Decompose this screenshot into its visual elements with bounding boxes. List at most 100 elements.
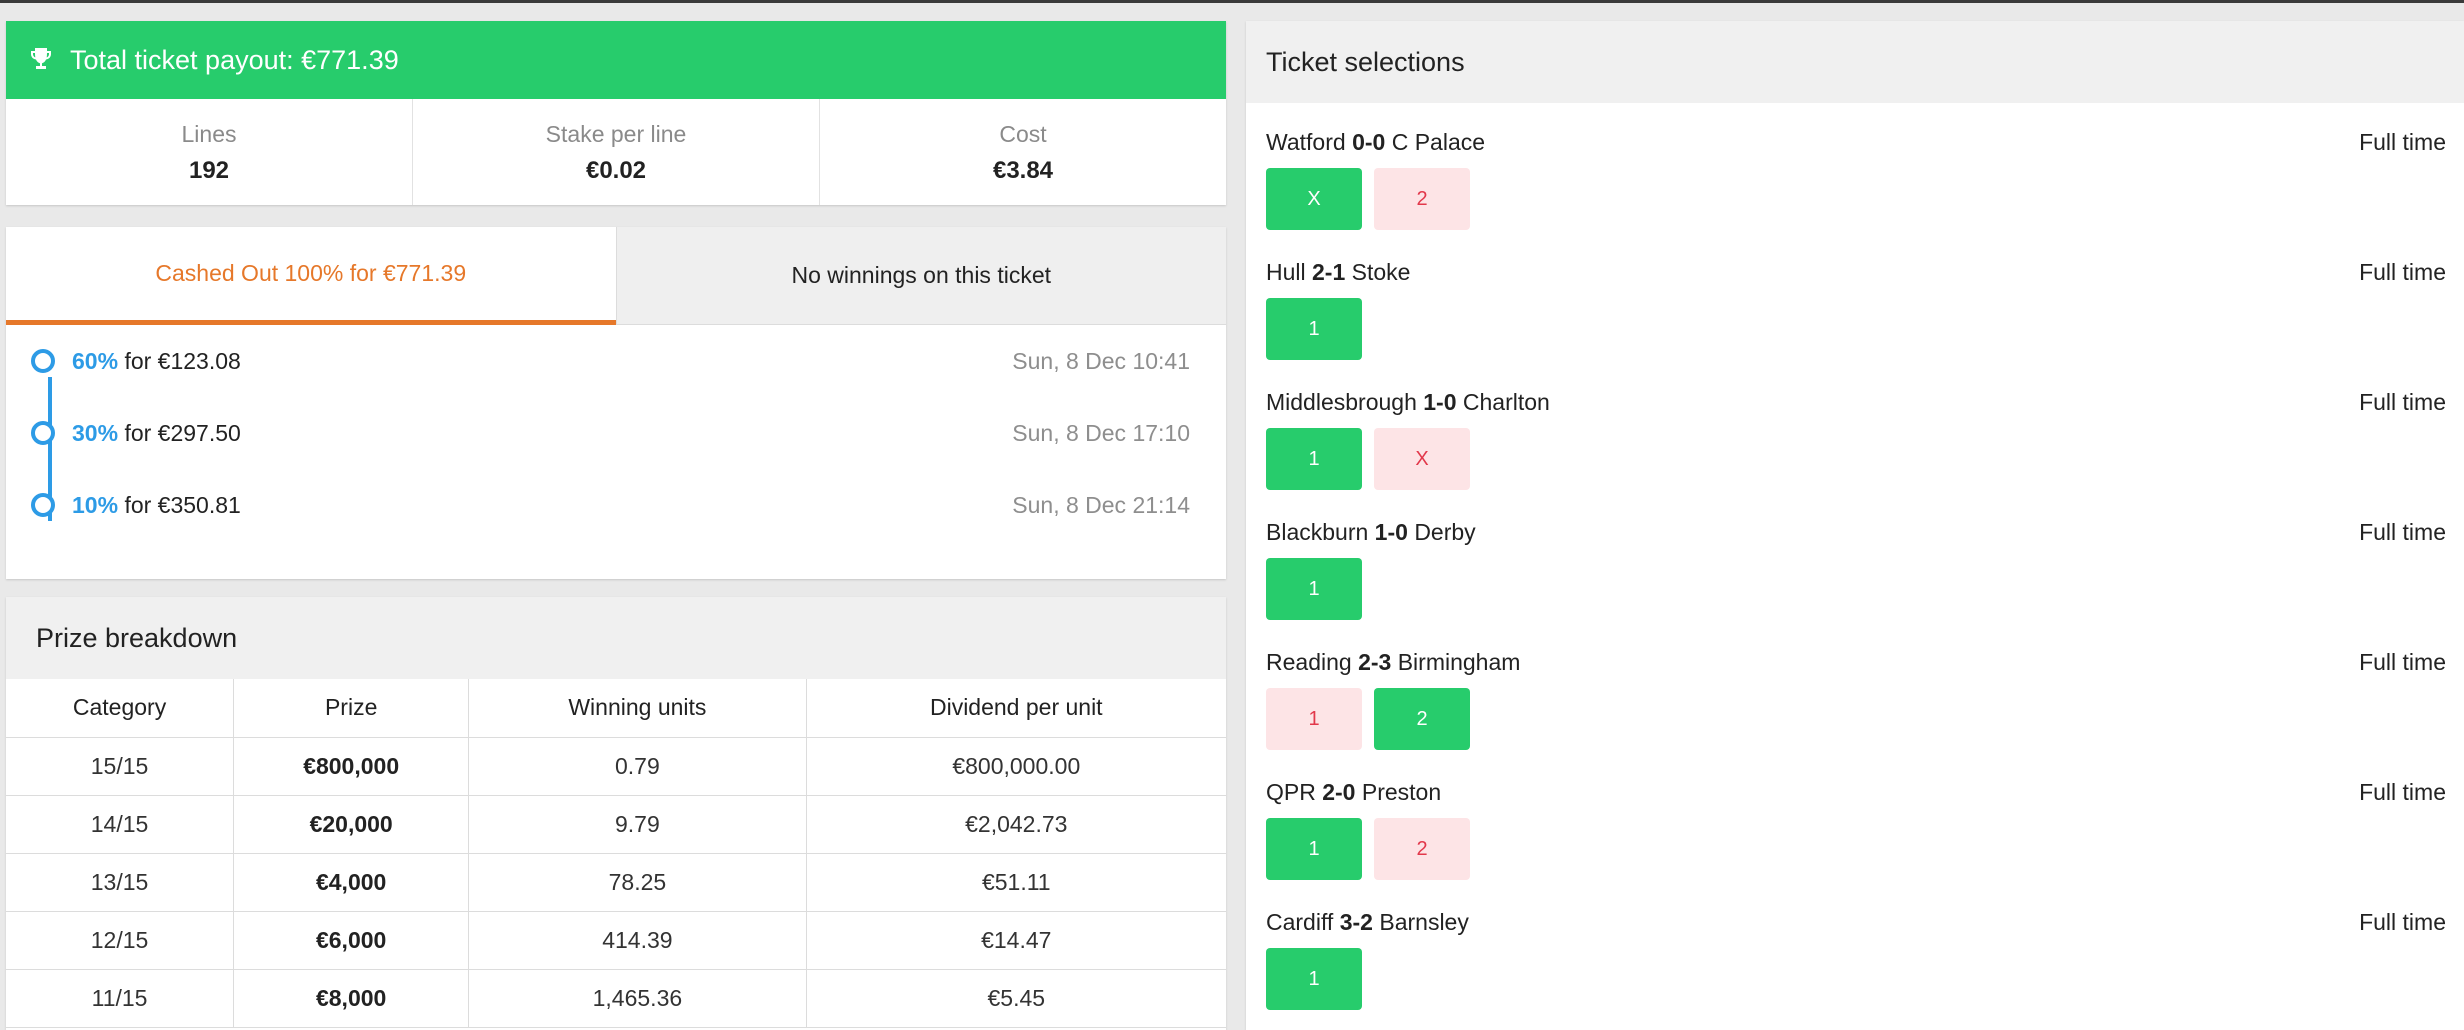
home-team: Watford	[1266, 129, 1346, 155]
match-info: Blackburn 1-0 Derby Full time	[1266, 519, 2446, 546]
table-row: 13/15 €4,000 78.25 €51.11	[6, 853, 1226, 912]
match-row: Middlesbrough 1-0 Charlton Full time 1 X	[1246, 363, 2464, 493]
pick-win[interactable]: 1	[1266, 558, 1362, 620]
tab-no-winnings[interactable]: No winnings on this ticket	[615, 227, 1226, 325]
home-team: Blackburn	[1266, 519, 1369, 545]
match-teams: QPR 2-0 Preston	[1266, 779, 1441, 806]
match-picks: 1	[1266, 558, 2446, 620]
stat-label: Cost	[999, 121, 1047, 147]
match-row: Watford 0-0 C Palace Full time X 2	[1246, 103, 2464, 233]
stat-stake-per-line: Stake per line €0.02	[413, 99, 820, 205]
match-period: Full time	[2359, 779, 2446, 805]
cell-dividend: €5.45	[806, 969, 1226, 1028]
timeline-text: 60% for €123.08	[72, 348, 241, 375]
timeline-amount: €350.81	[157, 491, 241, 518]
home-team: QPR	[1266, 779, 1316, 805]
match-row: QPR 2-0 Preston Full time 1 2	[1246, 753, 2464, 883]
away-team: Stoke	[1351, 259, 1411, 285]
stat-lines: Lines 192	[6, 99, 413, 205]
cashout-timeline: 60% for €123.08 Sun, 8 Dec 10:41 30% for…	[6, 325, 1226, 541]
pick-win[interactable]: 2	[1374, 688, 1470, 750]
match-info: Hull 2-1 Stoke Full time	[1266, 259, 2446, 286]
cell-prize: €4,000	[233, 853, 470, 912]
pick-lose[interactable]: 2	[1374, 168, 1470, 230]
payout-header: Total ticket payout: €771.39	[6, 21, 1226, 99]
timeline-dot-icon	[31, 421, 55, 445]
ticket-selections-card: Ticket selections Watford 0-0 C Palace F…	[1246, 21, 2464, 1030]
match-score: 1-0	[1423, 389, 1457, 415]
match-picks: 1 2	[1266, 688, 2446, 750]
home-team: Cardiff	[1266, 909, 1334, 935]
match-score: 3-2	[1339, 909, 1373, 935]
match-picks: X 2	[1266, 168, 2446, 230]
match-row: Cardiff 3-2 Barnsley Full time 1	[1246, 883, 2464, 1013]
cell-category: 13/15	[6, 853, 235, 912]
stat-value: €0.02	[585, 157, 647, 184]
match-score: 1-0	[1374, 519, 1408, 545]
match-picks: 1 2	[1266, 818, 2446, 880]
match-info: Cardiff 3-2 Barnsley Full time	[1266, 909, 2446, 936]
match-period: Full time	[2359, 129, 2446, 155]
away-team: Barnsley	[1379, 909, 1469, 935]
match-picks: 1	[1266, 298, 2446, 360]
prize-breakdown-title: Prize breakdown	[6, 597, 1226, 679]
stat-cost: Cost €3.84	[820, 99, 1226, 205]
timeline-row: 60% for €123.08 Sun, 8 Dec 10:41	[31, 325, 1190, 397]
timeline-joiner: for	[124, 419, 152, 446]
cell-winning-units: 1,465.36	[468, 969, 807, 1028]
cell-dividend: €14.47	[806, 911, 1226, 970]
match-row: Hull 2-1 Stoke Full time 1	[1246, 233, 2464, 363]
match-period: Full time	[2359, 909, 2446, 935]
cell-dividend: €2,042.73	[806, 795, 1226, 854]
column-header-dividend: Dividend per unit	[806, 679, 1226, 738]
away-team: Charlton	[1462, 389, 1550, 415]
stat-label: Stake per line	[545, 121, 687, 147]
match-score: 2-1	[1312, 259, 1346, 285]
pick-win[interactable]: 1	[1266, 818, 1362, 880]
payout-stats: Lines 192 Stake per line €0.02 Cost €3.8…	[6, 99, 1226, 205]
pick-lose[interactable]: X	[1374, 428, 1470, 490]
prize-table: Category Prize Winning units Dividend pe…	[6, 679, 1226, 1028]
top-strip	[0, 0, 2464, 3]
timeline-percent: 60%	[72, 347, 119, 374]
away-team: Preston	[1361, 779, 1442, 805]
timeline-dot-icon	[31, 349, 55, 373]
pick-win[interactable]: 1	[1266, 428, 1362, 490]
pick-lose[interactable]: 1	[1266, 688, 1362, 750]
cell-winning-units: 414.39	[468, 911, 807, 970]
cell-dividend: €51.11	[806, 853, 1226, 912]
table-row: 11/15 €8,000 1,465.36 €5.45	[6, 969, 1226, 1028]
ticket-selections-title: Ticket selections	[1246, 21, 2464, 103]
match-teams: Middlesbrough 1-0 Charlton	[1266, 389, 1550, 416]
cell-prize: €800,000	[233, 737, 470, 796]
cell-category: 14/15	[6, 795, 235, 854]
column-header-prize: Prize	[233, 679, 470, 738]
tab-cashed-out[interactable]: Cashed Out 100% for €771.39	[6, 227, 616, 325]
timeline-line	[48, 377, 52, 521]
match-teams: Hull 2-1 Stoke	[1266, 259, 1410, 286]
match-period: Full time	[2359, 649, 2446, 675]
pick-lose[interactable]: 2	[1374, 818, 1470, 880]
cell-winning-units: 0.79	[468, 737, 807, 796]
match-teams: Blackburn 1-0 Derby	[1266, 519, 1476, 546]
match-period: Full time	[2359, 259, 2446, 285]
match-teams: Watford 0-0 C Palace	[1266, 129, 1485, 156]
home-team: Hull	[1266, 259, 1306, 285]
trophy-icon	[30, 47, 56, 73]
timeline-date: Sun, 8 Dec 21:14	[1012, 491, 1190, 518]
pick-win[interactable]: 1	[1266, 298, 1362, 360]
timeline-date: Sun, 8 Dec 17:10	[1012, 419, 1190, 446]
timeline-amount: €297.50	[157, 419, 241, 446]
cashout-card: Cashed Out 100% for €771.39 No winnings …	[6, 227, 1226, 579]
match-info: Watford 0-0 C Palace Full time	[1266, 129, 2446, 156]
away-team: Derby	[1414, 519, 1476, 545]
payout-card: Total ticket payout: €771.39 Lines 192 S…	[6, 21, 1226, 205]
pick-win[interactable]: 1	[1266, 948, 1362, 1010]
stat-label: Lines	[181, 121, 237, 147]
home-team: Middlesbrough	[1266, 389, 1417, 415]
timeline-text: 30% for €297.50	[72, 420, 241, 447]
cell-dividend: €800,000.00	[806, 737, 1226, 796]
timeline-dot-icon	[31, 493, 55, 517]
pick-win[interactable]: X	[1266, 168, 1362, 230]
match-row: Blackburn 1-0 Derby Full time 1	[1246, 493, 2464, 623]
